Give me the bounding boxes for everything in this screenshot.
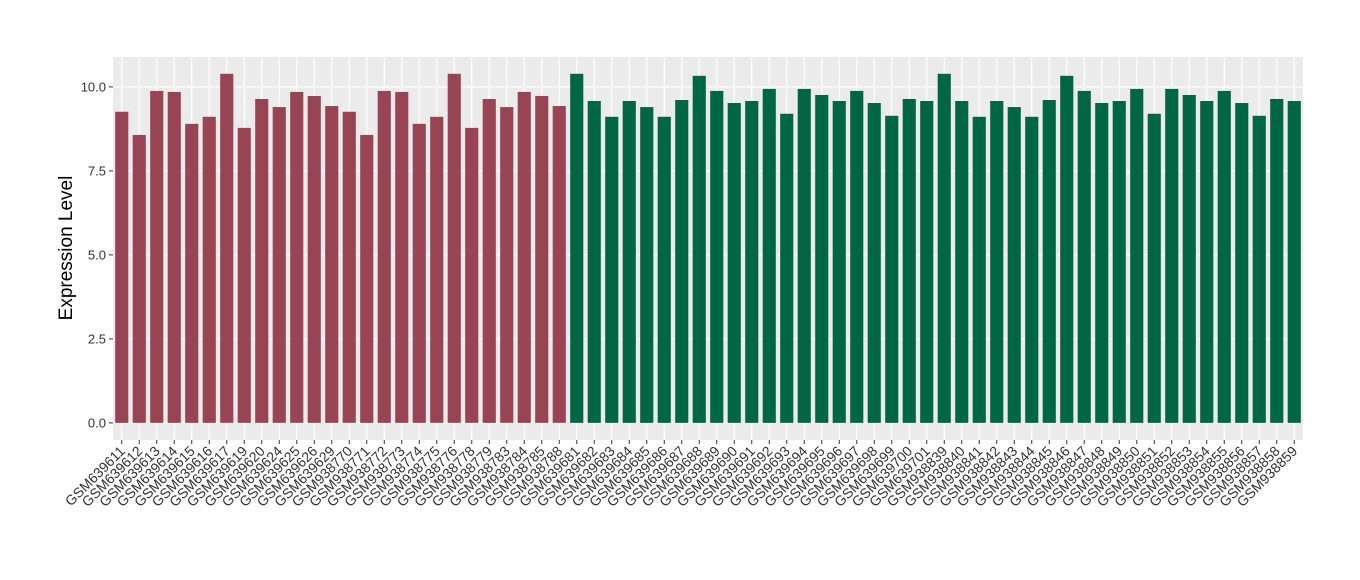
bar <box>867 103 881 423</box>
bar <box>185 123 199 423</box>
bar <box>1165 88 1179 423</box>
bar <box>1025 116 1039 423</box>
bar <box>640 107 654 423</box>
y-tick-label: 10.0 <box>81 79 106 94</box>
bar <box>465 127 479 423</box>
y-tick-label: 2.5 <box>88 331 106 346</box>
bar <box>1217 90 1231 423</box>
bar <box>972 116 986 423</box>
y-tick-label: 5.0 <box>88 247 106 262</box>
bar <box>307 95 321 423</box>
bar <box>552 106 566 423</box>
bar <box>290 91 304 423</box>
bar <box>1287 101 1301 423</box>
bar <box>1095 103 1109 423</box>
bar <box>237 127 251 423</box>
bar <box>1200 101 1214 423</box>
bar <box>447 73 461 423</box>
bar <box>815 94 829 423</box>
bar <box>850 90 864 423</box>
bar <box>430 116 444 423</box>
bar <box>675 100 689 423</box>
bar <box>1112 101 1126 423</box>
bar <box>1060 75 1074 423</box>
bar <box>1252 115 1266 423</box>
bar <box>1077 90 1091 423</box>
bar <box>517 91 531 423</box>
bar <box>325 106 339 423</box>
bar <box>937 73 951 423</box>
bar <box>605 116 619 423</box>
bar <box>482 98 496 423</box>
bar <box>202 116 216 423</box>
bar <box>762 88 776 423</box>
bar <box>902 98 916 423</box>
bar <box>1235 103 1249 423</box>
bar <box>780 113 794 423</box>
bar <box>500 107 514 423</box>
y-tick-label: 7.5 <box>88 163 106 178</box>
bar <box>570 73 584 423</box>
bar <box>342 111 356 423</box>
bar <box>745 101 759 423</box>
bar <box>535 95 549 423</box>
bar <box>990 101 1004 423</box>
bar <box>150 90 164 423</box>
bar <box>220 73 234 423</box>
bar <box>272 107 286 423</box>
bar <box>692 75 706 423</box>
bar <box>1007 107 1021 423</box>
bar <box>395 91 409 423</box>
bar <box>377 90 391 423</box>
bar <box>622 101 636 423</box>
bar <box>360 134 374 423</box>
bar <box>1147 113 1161 423</box>
bar <box>885 115 899 423</box>
bar <box>115 111 129 423</box>
bar <box>955 101 969 423</box>
y-axis-title: Expression Level <box>56 176 77 321</box>
bar <box>1042 100 1056 423</box>
bar <box>167 91 181 423</box>
bar <box>132 134 146 423</box>
bar <box>1130 88 1144 423</box>
bar <box>797 88 811 423</box>
y-tick-label: 0.0 <box>88 415 106 430</box>
bar <box>710 90 724 423</box>
bar <box>727 103 741 423</box>
bar <box>587 101 601 423</box>
bar <box>657 116 671 423</box>
bar <box>832 101 846 423</box>
bar <box>920 101 934 423</box>
bar <box>1182 94 1196 423</box>
bar <box>412 123 426 423</box>
bar <box>255 98 269 423</box>
bar <box>1270 98 1284 423</box>
